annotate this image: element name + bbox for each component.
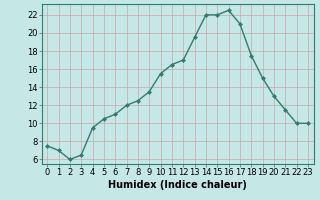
X-axis label: Humidex (Indice chaleur): Humidex (Indice chaleur) xyxy=(108,180,247,190)
